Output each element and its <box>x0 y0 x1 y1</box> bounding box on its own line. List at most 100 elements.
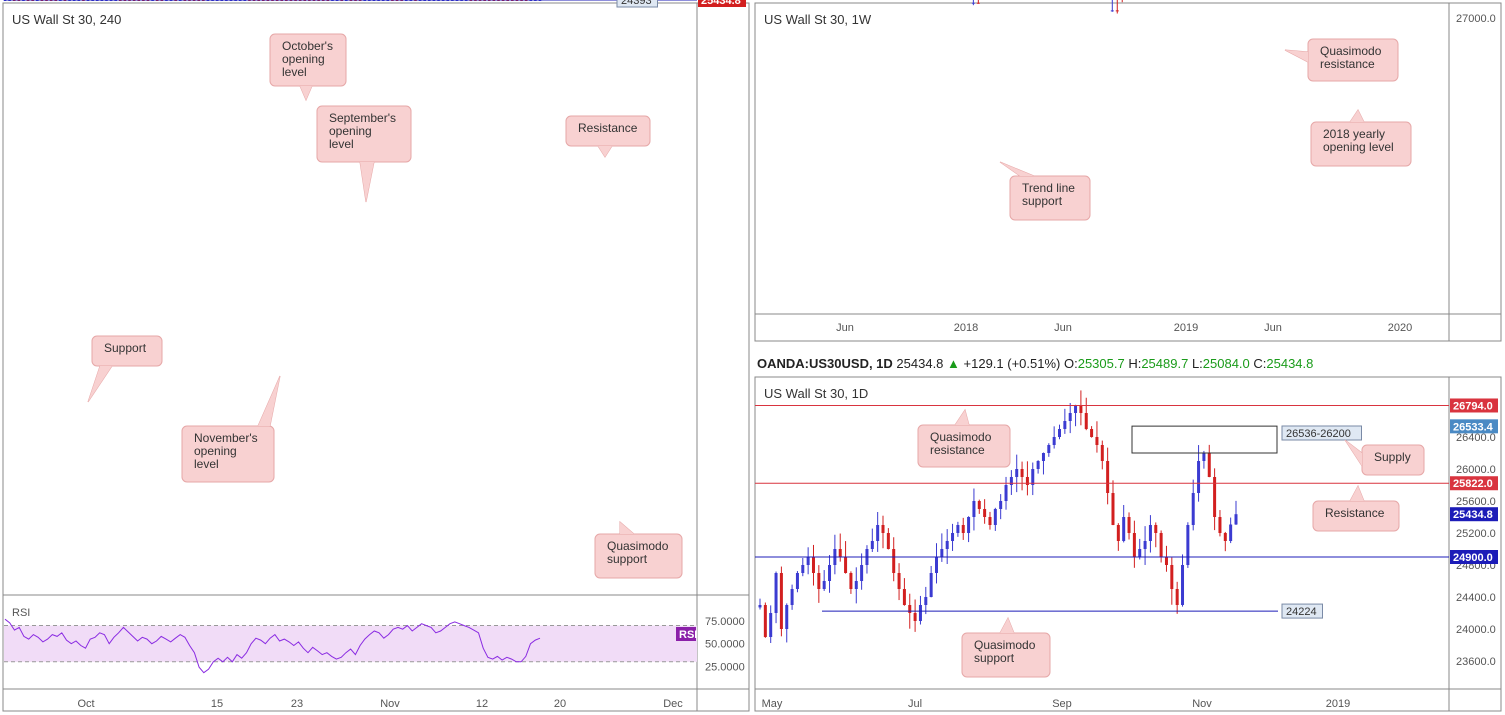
candle-body <box>1058 429 1062 437</box>
candle-body <box>1063 421 1067 429</box>
candle-body <box>934 557 938 573</box>
callout-supply: Supply <box>1344 439 1425 476</box>
y-tick-label: 24000.0 <box>1456 624 1496 636</box>
candle-body <box>860 565 864 581</box>
candle-body <box>1191 493 1195 525</box>
candle-body <box>1197 461 1201 493</box>
candle-body <box>1047 445 1051 453</box>
c-value: 25434.8 <box>1266 356 1313 371</box>
callout-qm-resistance-text: Quasimodo <box>1320 44 1382 58</box>
level-tag-bg <box>1450 550 1498 564</box>
symbol-name: OANDA:US30USD, 1D <box>757 356 896 371</box>
candle-body <box>976 2 980 4</box>
last-price-tag-bg <box>1450 507 1498 522</box>
callout-october-text: October's <box>282 39 333 53</box>
level-tag-bg <box>1450 419 1498 434</box>
callout-qm-resistance-text: resistance <box>1320 57 1375 71</box>
candle-body <box>1074 405 1078 413</box>
callout-october-text: level <box>282 65 307 79</box>
candle-body <box>801 565 805 573</box>
candle-body <box>1020 469 1024 477</box>
candle-body <box>1079 405 1083 413</box>
callout-qm-resistance-daily-pointer-fill <box>955 410 969 425</box>
candle-body <box>870 541 874 549</box>
last-price-tag: 25434.8 <box>1450 507 1498 522</box>
o-value: 25305.7 <box>1078 356 1129 371</box>
callout-trend-text: Trend line <box>1022 181 1075 195</box>
candle-body <box>961 525 965 533</box>
level-tag: 26533.4 <box>1450 419 1498 434</box>
y-tick-label: 23600.0 <box>1456 656 1496 668</box>
x-tick-label: 2020 <box>1388 322 1412 334</box>
y-tick-label: 24400.0 <box>1456 592 1496 604</box>
candle-body <box>1110 10 1114 12</box>
level-tag-text: 26794.0 <box>1453 400 1493 412</box>
callout-qm-support-box <box>594 533 683 579</box>
candle-body <box>972 501 976 517</box>
callout-qm-support-daily-text: support <box>974 651 1015 665</box>
candle-body <box>1116 525 1120 541</box>
candle-body <box>1229 524 1233 541</box>
candle-body <box>1207 453 1211 477</box>
callout-yearly-pointer-fill <box>1350 110 1364 122</box>
candle-body <box>945 541 949 549</box>
callout-qm-support-text: Quasimodo <box>607 539 669 553</box>
symbol-bar: OANDA:US30USD, 1D 25434.8 ▲ +129.1 (+0.5… <box>757 356 1313 371</box>
candle-body <box>881 525 885 533</box>
candle-body <box>849 573 853 589</box>
level-tag-text: 26533.4 <box>1453 421 1494 433</box>
level-tag: 26794.0 <box>1450 398 1498 413</box>
rsi-line <box>4 618 541 674</box>
candle-body <box>779 573 783 629</box>
candle-body <box>993 509 997 525</box>
callout-supply-text: Supply <box>1374 450 1411 464</box>
x-tick-label: May <box>762 698 783 710</box>
x-tick-label: Jun <box>1264 322 1282 334</box>
rsi-badge: RSI <box>679 629 697 641</box>
supply-zone-tag-text: 26536-26200 <box>1286 428 1351 440</box>
x-tick-label: Nov <box>380 698 400 710</box>
callout-qm-resistance-daily-text: resistance <box>930 443 985 457</box>
rsi-band <box>4 625 697 662</box>
y-tick-label: 25200.0 <box>1456 528 1496 540</box>
rsi-tick: 25.0000 <box>705 661 745 673</box>
candle-body <box>1015 469 1019 477</box>
callout-trend-box <box>1009 175 1091 221</box>
candle-body <box>763 605 767 637</box>
rsi-tick: 50.0000 <box>705 639 745 651</box>
qm-support-tag-bg <box>1281 603 1323 619</box>
candle-body <box>1186 525 1190 565</box>
qm-support-tag-text: 24224 <box>1286 606 1317 618</box>
supply-zone <box>1131 425 1278 454</box>
callout-september-text: September's <box>329 111 396 125</box>
candle-body <box>988 517 992 525</box>
candle-body <box>1127 517 1131 533</box>
x-tick-label: 2019 <box>1174 322 1198 334</box>
candle-body <box>876 525 880 541</box>
y-tick-label: 26400.0 <box>1456 432 1496 444</box>
candle-body <box>1170 565 1174 589</box>
candle-body <box>828 565 832 581</box>
last-price-tag-text: 25434.8 <box>1453 509 1493 521</box>
candle-body <box>983 509 987 517</box>
candles-daily <box>758 390 1238 644</box>
candle-body <box>1132 533 1136 557</box>
callout-resistance-text: Resistance <box>578 121 638 135</box>
candle-body <box>892 549 896 573</box>
callout-september-text: level <box>329 137 354 151</box>
callout-trend-pointer-fill <box>1000 162 1034 176</box>
level-tag-bg <box>1450 398 1498 413</box>
supply-zone-tag: 26536-26200 <box>1281 425 1362 441</box>
candle-body <box>971 2 975 4</box>
c-label: C: <box>1253 356 1266 371</box>
y-tick-label: 25600.0 <box>1456 496 1496 508</box>
level-tag: 25822.0 <box>1450 476 1498 491</box>
last-price-tag-text: 25434.8 <box>701 0 741 7</box>
